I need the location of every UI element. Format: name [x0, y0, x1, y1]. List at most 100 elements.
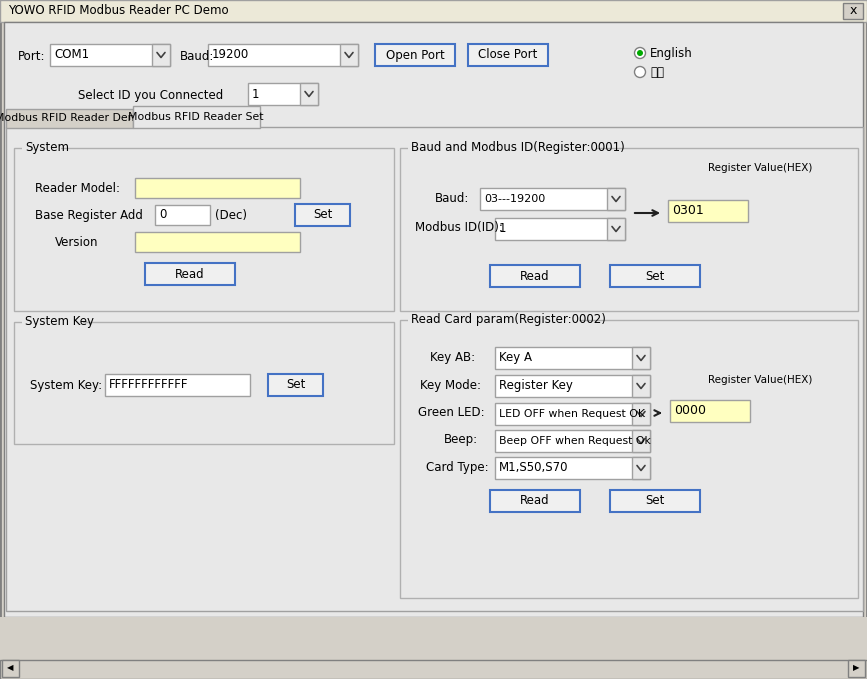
Text: Select ID you Connected: Select ID you Connected — [78, 88, 223, 101]
Bar — [400, 148, 858, 311]
Bar — [248, 83, 318, 105]
Circle shape — [635, 48, 646, 58]
Text: Beep:: Beep: — [444, 433, 478, 447]
Bar — [495, 457, 650, 479]
Text: Baud:: Baud: — [435, 191, 469, 204]
Text: 1: 1 — [252, 88, 259, 100]
Bar — [843, 3, 863, 19]
Bar — [632, 430, 650, 452]
Bar — [495, 218, 625, 240]
Bar — [375, 44, 455, 66]
Text: Baud and Modbus ID(Register:0001): Baud and Modbus ID(Register:0001) — [411, 141, 625, 155]
Text: Set: Set — [313, 208, 332, 221]
Bar — [135, 232, 300, 252]
Bar — [4, 22, 863, 617]
Bar — [295, 204, 350, 226]
Bar — [145, 263, 235, 285]
Text: Register Key: Register Key — [499, 380, 573, 392]
Text: System Key:: System Key: — [30, 378, 102, 392]
Bar — [495, 430, 650, 452]
Text: M1,S50,S70: M1,S50,S70 — [499, 462, 569, 475]
Text: 1: 1 — [499, 223, 506, 236]
Bar — [0, 633, 867, 663]
Text: Set: Set — [286, 378, 305, 392]
Text: Register Value(HEX): Register Value(HEX) — [707, 375, 812, 385]
Bar — [0, 617, 867, 633]
Text: x: x — [850, 5, 857, 18]
Bar — [670, 400, 750, 422]
Text: 19200: 19200 — [212, 48, 249, 62]
Bar — [22, 315, 83, 329]
Text: 0301: 0301 — [672, 204, 704, 217]
Bar — [610, 490, 700, 512]
Text: Register Value(HEX): Register Value(HEX) — [707, 163, 812, 173]
Bar — [340, 44, 358, 66]
Bar — [152, 44, 170, 66]
Text: Port:: Port: — [18, 50, 45, 64]
Text: 0000: 0000 — [674, 405, 706, 418]
Bar — [135, 178, 300, 198]
Text: Key AB:: Key AB: — [430, 350, 475, 363]
Bar — [610, 265, 700, 287]
Bar — [495, 375, 650, 397]
Bar — [400, 320, 858, 598]
Text: Base Register Add: Base Register Add — [35, 208, 143, 221]
Text: Read: Read — [175, 268, 205, 280]
Bar — [408, 141, 596, 155]
Bar — [14, 322, 394, 444]
Text: English: English — [650, 46, 693, 60]
Text: Key A: Key A — [499, 352, 532, 365]
Text: 03---19200: 03---19200 — [484, 194, 545, 204]
Circle shape — [637, 50, 643, 56]
Bar — [632, 403, 650, 425]
Bar — [0, 660, 867, 679]
Bar — [490, 265, 580, 287]
Bar — [480, 188, 625, 210]
Text: Key Mode:: Key Mode: — [420, 378, 481, 392]
Bar — [6, 127, 863, 611]
Text: YOWO RFID Modbus Reader PC Demo: YOWO RFID Modbus Reader PC Demo — [8, 5, 229, 18]
Text: Modbus RFID Reader Set: Modbus RFID Reader Set — [128, 112, 264, 122]
Text: 中文: 中文 — [650, 65, 664, 79]
Bar — [300, 83, 318, 105]
Text: ◀: ◀ — [7, 663, 14, 672]
Bar — [490, 490, 580, 512]
Text: Beep OFF when Request Ok: Beep OFF when Request Ok — [499, 436, 651, 446]
Bar — [2, 660, 19, 677]
Text: 0: 0 — [159, 208, 166, 221]
Bar — [632, 375, 650, 397]
Bar — [495, 403, 650, 425]
Text: Modbus ID(ID):: Modbus ID(ID): — [415, 221, 503, 234]
Bar — [6, 109, 133, 128]
Text: Modbus RFID Reader Demo: Modbus RFID Reader Demo — [0, 113, 145, 123]
Text: Read: Read — [520, 494, 550, 507]
Bar — [50, 44, 170, 66]
Text: Close Port: Close Port — [479, 48, 538, 62]
Bar — [607, 188, 625, 210]
Text: Reader Model:: Reader Model: — [35, 181, 120, 194]
Text: FFFFFFFFFFFF: FFFFFFFFFFFF — [109, 378, 188, 392]
Text: Green LED:: Green LED: — [418, 407, 485, 420]
Text: ▶: ▶ — [853, 663, 860, 672]
Bar — [105, 374, 250, 396]
Bar — [133, 106, 260, 128]
Bar — [0, 0, 867, 22]
Text: (Dec): (Dec) — [215, 208, 247, 221]
Bar — [22, 141, 61, 155]
Bar — [495, 347, 650, 369]
Text: Version: Version — [55, 236, 99, 249]
Text: Open Port: Open Port — [386, 48, 445, 62]
Text: Read Card param(Register:0002): Read Card param(Register:0002) — [411, 314, 606, 327]
Text: Set: Set — [645, 270, 665, 282]
Text: Read: Read — [520, 270, 550, 282]
Bar — [268, 374, 323, 396]
Text: System: System — [25, 141, 69, 155]
Bar — [848, 660, 865, 677]
Bar — [632, 347, 650, 369]
Text: Set: Set — [645, 494, 665, 507]
Text: LED OFF when Request OK: LED OFF when Request OK — [499, 409, 645, 419]
Text: Baud:: Baud: — [180, 50, 214, 64]
Text: Card Type:: Card Type: — [426, 460, 489, 473]
Bar — [607, 218, 625, 240]
Bar — [632, 457, 650, 479]
